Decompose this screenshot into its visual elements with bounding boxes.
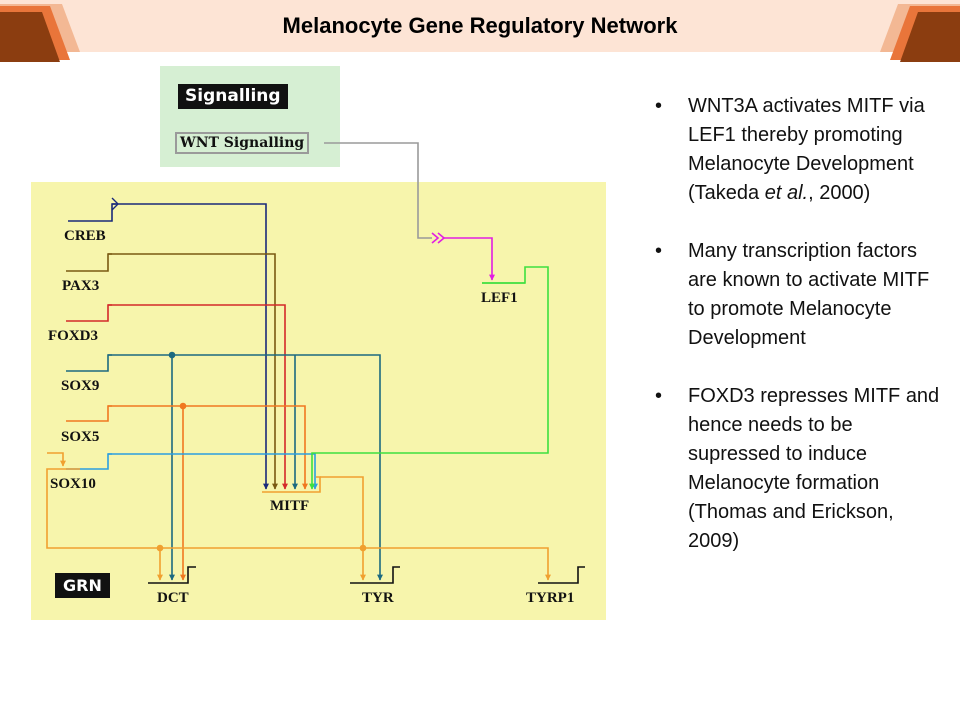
pax3-edges: [66, 253, 278, 490]
wnt-signalling-node: WNT Signalling: [175, 132, 310, 154]
slide-header: [0, 0, 960, 52]
sox9-edges: [66, 351, 383, 581]
grn-label: GRN: [55, 573, 110, 598]
gene-pax3: PAX3: [62, 278, 100, 294]
creb-edges: [68, 197, 269, 490]
gene-tyrp1: TYRP1: [526, 590, 575, 606]
note-text: WNT3A activates MITF via LEF1 thereby pr…: [688, 95, 925, 204]
gene-lef1: LEF1: [481, 290, 518, 306]
gene-tyr: TYR: [362, 590, 394, 606]
signalling-panel: [160, 66, 340, 167]
target-promoters: [148, 566, 585, 584]
sox10-edges: [66, 453, 318, 490]
left-corner-decoration: [0, 4, 80, 62]
gene-mitf: MITF: [270, 498, 310, 514]
note-item: Many transcription factors are known to …: [655, 237, 945, 353]
grn-panel: [31, 182, 606, 620]
mitf-output-edges: [46, 452, 551, 581]
note-italic-text: et al.: [764, 182, 809, 204]
gene-dct: DCT: [157, 590, 189, 606]
gene-foxd3: FOXD3: [48, 328, 98, 344]
right-corner-decoration: [880, 4, 960, 62]
notes-list: WNT3A activates MITF via LEF1 thereby pr…: [655, 92, 945, 585]
wnt-to-lef1-magenta-edge: [444, 237, 495, 281]
sox5-edges: [66, 402, 308, 581]
gene-sox9: SOX9: [61, 378, 100, 394]
gene-creb: CREB: [64, 228, 106, 244]
foxd3-edges: [66, 304, 288, 490]
gene-sox10: SOX10: [50, 476, 96, 492]
note-text: FOXD3 represses MITF and hence needs to …: [688, 385, 940, 552]
note-text: Many transcription factors are known to …: [688, 240, 930, 349]
signalling-label: Signalling: [178, 84, 288, 109]
wnt-to-lef1-edge: [324, 142, 446, 244]
note-text-end: , 2000): [808, 182, 871, 204]
gene-sox5: SOX5: [61, 429, 100, 445]
page-title: Melanocyte Gene Regulatory Network: [282, 13, 678, 38]
note-item: WNT3A activates MITF via LEF1 thereby pr…: [655, 92, 945, 208]
note-item: FOXD3 represses MITF and hence needs to …: [655, 382, 945, 556]
